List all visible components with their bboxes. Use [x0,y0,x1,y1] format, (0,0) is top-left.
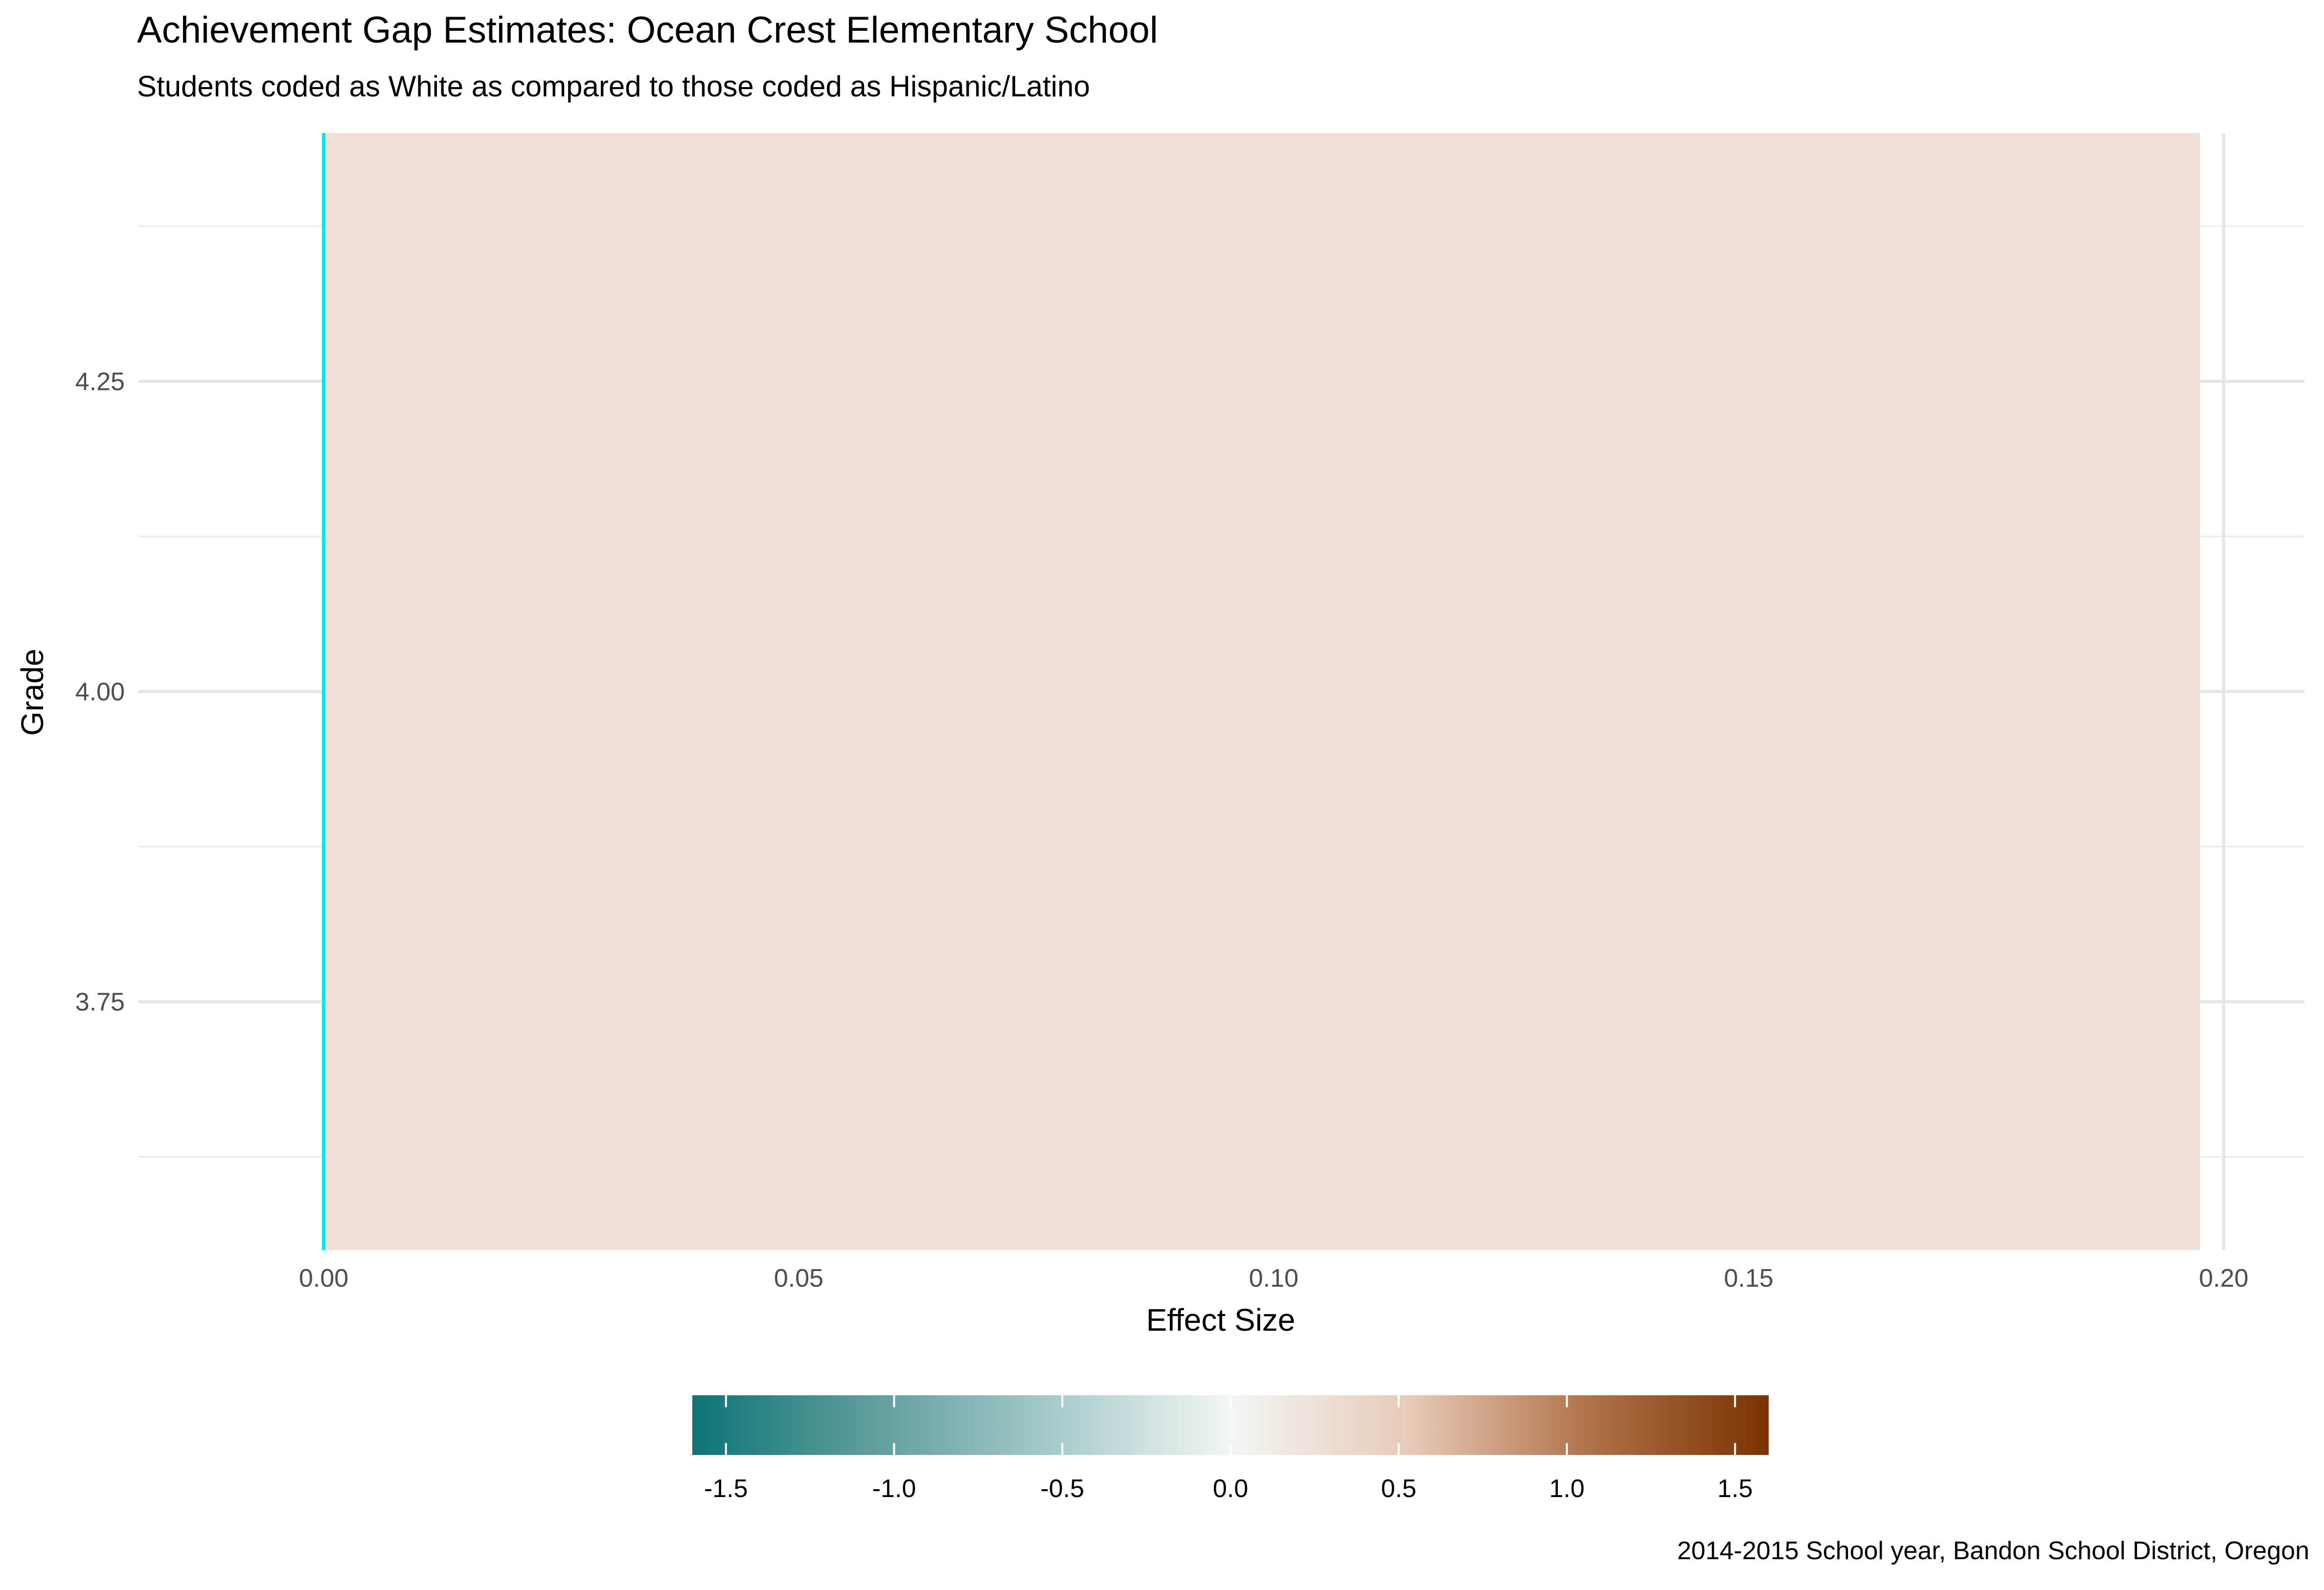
chart-caption: 2014-2015 School year, Bandon School Dis… [1677,1537,2309,1565]
x-tick-label: 0.20 [2199,1264,2248,1293]
y-axis-title: Grade [15,649,50,736]
colorbar-tick-label: -0.5 [1040,1475,1084,1503]
effect-size-bar [323,133,2200,1250]
colorbar-tick-label: -1.5 [704,1475,748,1503]
colorbar-legend: -1.5 -1.0 -0.5 0.0 0.5 1.0 1.5 [692,1395,1769,1503]
bars [323,133,2200,1250]
chart-subtitle: Students coded as White as compared to t… [137,70,1090,103]
y-axis-ticks: 3.75 4.00 4.25 [75,367,125,1016]
colorbar-tick-label: 1.5 [1717,1475,1753,1503]
x-tick-label: 0.15 [1724,1264,1774,1293]
chart-title: Achievement Gap Estimates: Ocean Crest E… [137,9,1158,51]
x-axis-ticks: 0.00 0.05 0.10 0.15 0.20 [299,1264,2249,1293]
colorbar-tick-label: 0.0 [1213,1475,1248,1503]
colorbar-tick-label: 1.0 [1549,1475,1584,1503]
x-axis-title: Effect Size [1146,1302,1296,1338]
x-tick-label: 0.00 [299,1264,348,1293]
y-tick-label: 3.75 [75,988,125,1017]
x-tick-label: 0.10 [1249,1264,1299,1293]
x-tick-label: 0.05 [774,1264,823,1293]
y-tick-label: 4.00 [75,678,125,706]
colorbar-tick-label: -1.0 [872,1475,916,1503]
colorbar-tick-label: 0.5 [1381,1475,1416,1503]
y-tick-label: 4.25 [75,367,125,396]
